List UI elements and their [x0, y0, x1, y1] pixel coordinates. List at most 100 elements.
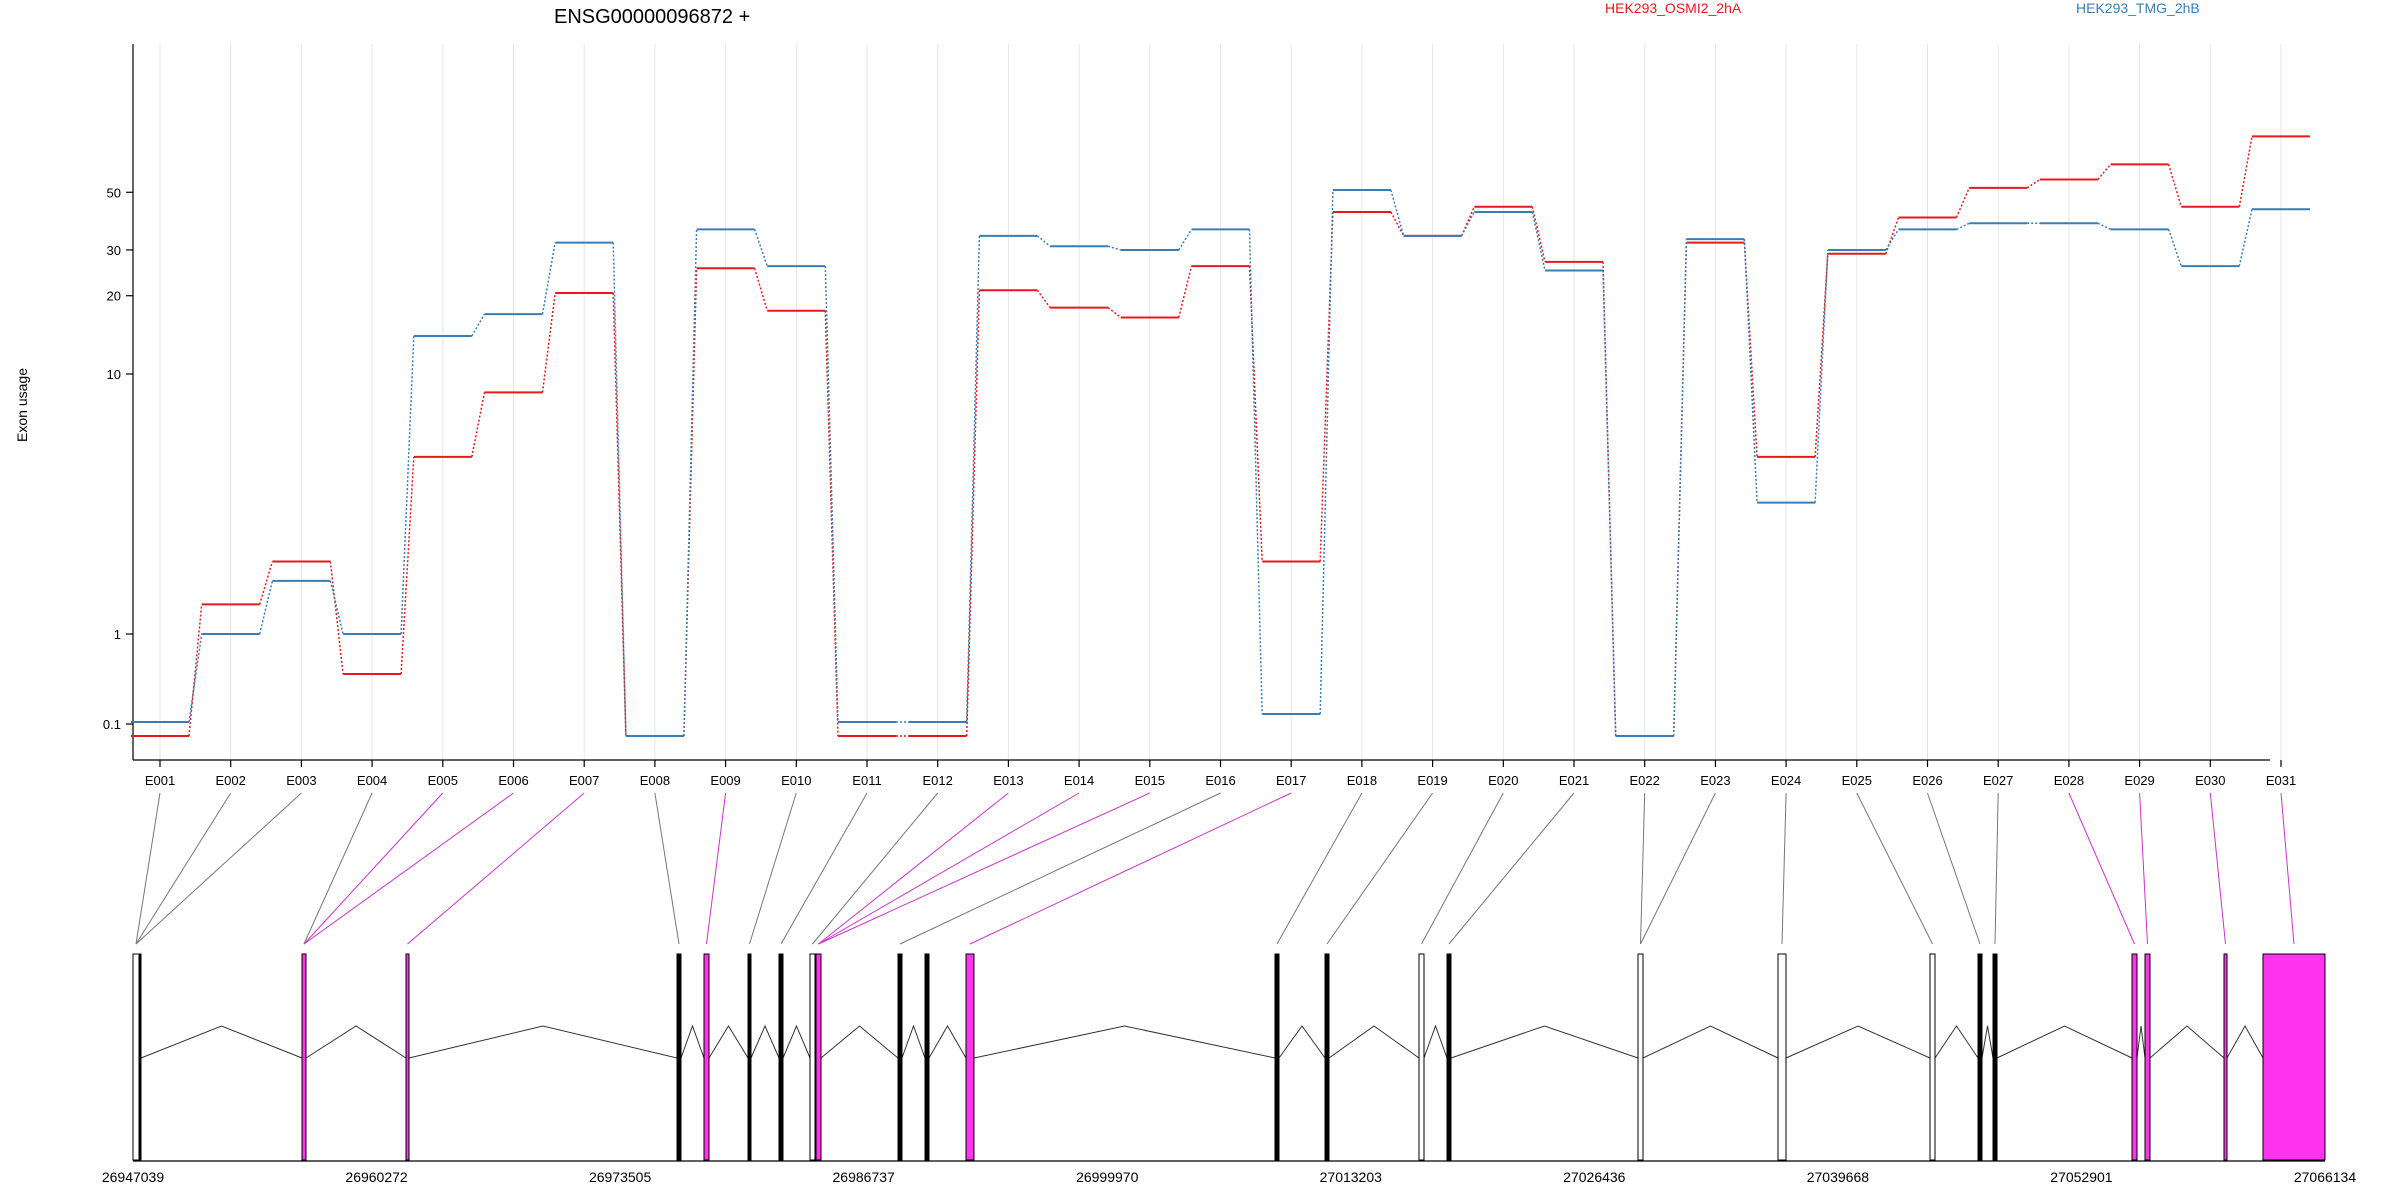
- x-tick-label: E016: [1205, 773, 1235, 788]
- series-connector: [824, 266, 839, 723]
- x-tick-label: E028: [2054, 773, 2084, 788]
- legend-series-2: HEK293_TMG_2hB: [2076, 0, 2200, 16]
- series-connector: [753, 229, 769, 267]
- x-tick-label: E029: [2124, 773, 2154, 788]
- y-tick-label: 50: [107, 185, 121, 200]
- connector-E021: [1448, 792, 1575, 945]
- series-connector: [329, 561, 344, 675]
- series-connector: [1885, 228, 1900, 251]
- intron-line: [1450, 1025, 1639, 1059]
- series-connector: [1955, 187, 1970, 218]
- x-tick-label: E022: [1630, 773, 1660, 788]
- connector-E014: [818, 792, 1080, 945]
- y-tick-label: 20: [107, 289, 121, 304]
- series-connector: [258, 561, 274, 605]
- exon-block: [1929, 953, 1936, 1161]
- connector-E023: [1640, 792, 1716, 945]
- intron-line: [750, 1024, 780, 1059]
- exon-block: [1274, 953, 1280, 1161]
- series-connector: [1390, 189, 1405, 237]
- connector-E019: [1326, 792, 1434, 945]
- series-connector: [1036, 235, 1051, 247]
- series-connector: [1531, 211, 1546, 271]
- connector-E026: [1927, 792, 1981, 945]
- connector-E024: [1781, 792, 1787, 945]
- intron-line: [2136, 1025, 2146, 1059]
- intron-line: [140, 1025, 303, 1059]
- intron-line: [2149, 1025, 2225, 1059]
- y-tick-label: 1: [114, 627, 121, 642]
- exon-block: [676, 953, 682, 1161]
- intron-line: [1278, 1025, 1326, 1059]
- connector-E006: [303, 792, 514, 945]
- intron-line: [1934, 1025, 1979, 1059]
- connector-E007: [407, 792, 585, 945]
- coordinate-tick-label: 27026436: [1563, 1169, 1626, 1185]
- x-tick-label: E001: [145, 773, 175, 788]
- coordinate-tick-label: 26960272: [345, 1169, 408, 1185]
- series-1: [131, 135, 2310, 737]
- exon-block: [132, 953, 140, 1161]
- intron-line: [782, 1024, 811, 1059]
- x-tick-label: E021: [1559, 773, 1589, 788]
- connector-E031: [2280, 792, 2295, 945]
- series-connector: [1107, 245, 1122, 251]
- intron-line: [305, 1025, 407, 1059]
- coordinate-tick-label: 26973505: [589, 1169, 652, 1185]
- series-connector: [683, 229, 698, 737]
- intron-line: [1981, 1025, 1994, 1059]
- axes: 0.1 1 10 20 30 50 E001 E002 E003 E004 E005 E006 E007…: [103, 44, 2296, 788]
- coordinate-tick-label: 26986737: [833, 1169, 896, 1185]
- series-connector: [753, 268, 769, 312]
- x-tick-label: E008: [640, 773, 670, 788]
- exon-block: [778, 953, 784, 1161]
- series-connector: [188, 633, 203, 723]
- series-connector: [1956, 222, 1970, 231]
- gridlines: [159, 44, 2282, 760]
- series-connector: [1460, 211, 1475, 237]
- exon-block: [2223, 953, 2228, 1161]
- exon-connectors: [135, 792, 2295, 945]
- connector-E015: [818, 792, 1151, 945]
- exon-block: [2144, 953, 2151, 1161]
- exon-block: [2262, 953, 2326, 1161]
- exon-block: [1977, 953, 1983, 1161]
- connector-E030: [2209, 792, 2226, 945]
- series-connector: [329, 580, 344, 635]
- connector-E001: [135, 792, 161, 945]
- x-tick-label: E018: [1347, 773, 1377, 788]
- connector-E027: [1994, 792, 1999, 945]
- genomic-coordinate-axis: 26947039 26960272 26973505 26986737 26999970…: [102, 1160, 2356, 1185]
- connector-E012: [812, 792, 939, 945]
- x-tick-label: E004: [357, 773, 387, 788]
- series-connector: [1390, 211, 1405, 237]
- exon-block: [1637, 953, 1644, 1161]
- exon-block: [809, 953, 816, 1161]
- intron-line: [820, 1025, 899, 1059]
- series-connector: [1319, 190, 1334, 715]
- x-tick-label: E013: [993, 773, 1023, 788]
- x-tick-label: E027: [1983, 773, 2013, 788]
- connector-E009: [706, 792, 727, 945]
- exon-block: [703, 953, 710, 1161]
- intron-line: [1328, 1025, 1420, 1059]
- exon-block: [924, 953, 930, 1161]
- series-connector: [1531, 206, 1546, 263]
- x-tick-label: E017: [1276, 773, 1306, 788]
- series-connector: [2026, 178, 2041, 189]
- exon-block: [965, 953, 975, 1161]
- x-tick-label: E006: [498, 773, 528, 788]
- intron-line: [1996, 1025, 2133, 1059]
- series-connector: [2238, 209, 2253, 267]
- intron-line: [708, 1025, 749, 1059]
- exon-block: [815, 953, 822, 1161]
- x-tick-label: E007: [569, 773, 599, 788]
- exon-block: [1418, 953, 1425, 1161]
- coordinate-tick-label: 27039668: [1807, 1169, 1870, 1185]
- intron-line: [1423, 1024, 1448, 1059]
- y-axis-label: Exon usage: [14, 368, 30, 442]
- exon-block: [747, 953, 752, 1161]
- connector-E020: [1421, 792, 1504, 945]
- exon-block: [1324, 953, 1330, 1161]
